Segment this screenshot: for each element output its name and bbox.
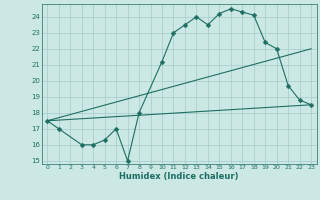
X-axis label: Humidex (Indice chaleur): Humidex (Indice chaleur) bbox=[119, 172, 239, 181]
